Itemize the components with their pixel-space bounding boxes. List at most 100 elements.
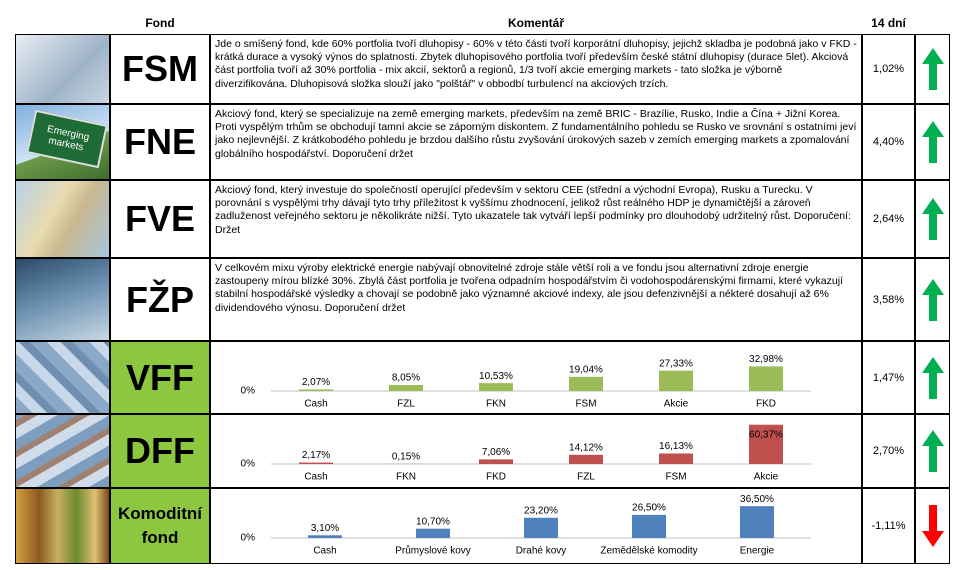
x-tick-label: Cash [304,472,327,483]
bar [299,462,333,464]
fund-return: 1,02% [862,34,915,104]
chart: 0% Cash 2,17% FKN 0,15% FKD 7,06% FZL 14,12% FSM 1… [241,424,811,483]
value-label: 2,17% [302,450,330,461]
x-tick-label: Cash [304,399,327,410]
arrow-up [921,430,944,472]
chart: 0% Cash 3,10% Průmyslové kovy 10,70% Drahé ko… [241,494,811,557]
trend-arrow-cell [915,488,950,564]
bar [632,514,666,538]
fund-chart: 0% Cash 2,17% FKN 0,15% FKD 7,06% FZL 14,12% FSM 1… [210,414,862,488]
trend-arrow-cell [915,341,950,414]
fund-name: DFF [110,414,210,488]
fund-photo [15,414,110,488]
value-label: 14,12% [569,442,603,453]
trend-arrow [921,356,944,399]
trend-arrow [921,48,944,90]
y-tick-label: 0% [241,533,256,544]
trend-arrow [921,505,944,547]
fund-chart: 0% Cash 2,07% FZL 8,05% FKN 10,53% FSM 19,04% Akc… [210,341,862,414]
fund-return: 3,58% [862,258,915,341]
value-label: 2,07% [302,377,330,388]
fund-name: Komoditní fond [110,488,210,564]
fund-chart: 0% Cash 3,10% Průmyslové kovy 10,70% Drahé ko… [210,488,862,564]
bar [479,383,513,391]
value-label: 26,50% [632,503,666,514]
fund-comment: V celkovém mixu výroby elektrické energi… [210,258,862,341]
bar [749,366,783,391]
x-tick-label: FSM [575,399,596,410]
arrow-down [921,505,944,547]
fund-name: VFF [110,341,210,414]
trend-arrow-cell [915,104,950,180]
header-return: 14 dní [871,16,906,30]
value-label: 36,50% [740,494,774,505]
value-label: 23,20% [524,505,558,516]
x-tick-label: FKD [486,472,506,483]
trend-arrow-cell [915,258,950,341]
value-label: 0,15% [392,452,420,463]
bar [479,459,513,464]
header-fund: Fond [145,16,175,30]
fund-photo [15,180,110,258]
x-tick-label: FKN [486,399,506,410]
fund-name: FVE [110,180,210,258]
bar [299,389,333,391]
value-label: 10,53% [479,371,513,382]
header-comment: Komentář [507,16,564,30]
x-tick-label: FKD [756,399,776,410]
fund-photo [15,34,110,104]
value-label: 8,05% [392,373,420,384]
x-tick-label: Drahé kovy [516,546,567,557]
value-label: 19,04% [569,364,603,375]
fund-photo [15,488,110,564]
trend-arrow-cell [915,414,950,488]
bar [308,535,342,538]
fund-comment: Jde o smíšený fond, kde 60% portfolia tv… [210,34,862,104]
x-tick-label: Zemědělské komodity [600,546,697,557]
x-tick-label: Akcie [754,472,779,483]
trend-arrow [921,121,944,163]
bar [659,370,693,391]
arrow-up [921,198,944,240]
value-label: 60,37% [749,429,783,440]
fund-return: -1,11% [862,488,915,564]
trend-arrow [921,430,944,472]
trend-arrow-cell [915,180,950,258]
value-label: 10,70% [416,516,450,527]
bar [569,454,603,464]
fund-name: FNE [110,104,210,180]
value-label: 3,10% [311,523,339,534]
x-tick-label: Cash [313,546,336,557]
bar [569,376,603,391]
fund-return: 1,47% [862,341,915,414]
y-tick-label: 0% [241,459,256,470]
bar [416,528,450,538]
bar [659,453,693,464]
x-tick-label: Energie [740,546,775,557]
value-label: 16,13% [659,441,693,452]
arrow-up [921,356,944,399]
photo-sign-text: Emerging markets [26,109,108,169]
arrow-up [921,48,944,90]
bar [524,517,558,538]
x-tick-label: FZL [577,472,595,483]
fund-photo [15,341,110,414]
trend-arrow-cell [915,34,950,104]
arrow-up [921,278,944,321]
x-tick-label: FZL [397,399,415,410]
value-label: 32,98% [749,354,783,365]
y-tick-label: 0% [241,386,256,397]
fund-photo: Emerging markets [15,104,110,180]
x-tick-label: Akcie [664,399,689,410]
x-tick-label: FSM [665,472,686,483]
arrow-up [921,121,944,163]
fund-comment: Akciový fond, který se specializuje na z… [210,104,862,180]
fund-photo [15,258,110,341]
fund-return: 2,70% [862,414,915,488]
x-tick-label: FKN [396,472,416,483]
fund-return: 4,40% [862,104,915,180]
chart: 0% Cash 2,07% FZL 8,05% FKN 10,53% FSM 19,04% Akc… [241,354,811,410]
fund-name: FSM [110,34,210,104]
bar [389,384,423,391]
